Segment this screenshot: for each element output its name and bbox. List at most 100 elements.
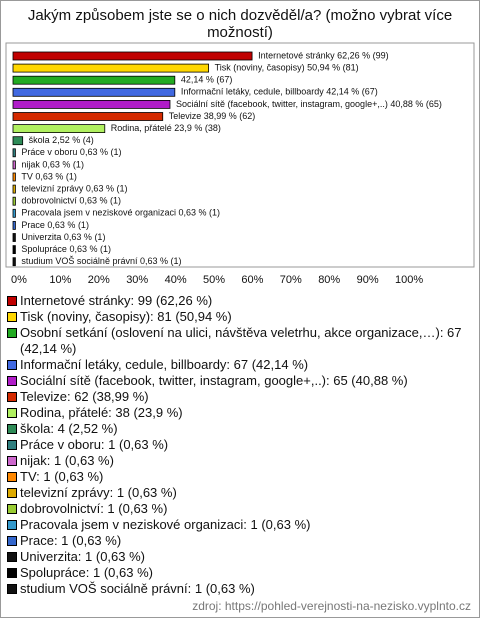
- legend-swatch: [7, 520, 17, 530]
- bar: [12, 220, 16, 230]
- bar: [12, 100, 171, 109]
- bar-label: Televize 38,99 % (62): [169, 111, 256, 121]
- x-tick-label: 30%: [126, 274, 148, 286]
- legend-item: televizní zprávy: 1 (0,63 %): [7, 485, 469, 501]
- bar: [12, 160, 16, 170]
- legend-label: Televize: 62 (38,99 %): [20, 389, 149, 404]
- bar: [12, 208, 16, 218]
- bar-label: TV 0,63 % (1): [21, 171, 77, 181]
- legend-item: Univerzita: 1 (0,63 %): [7, 549, 469, 565]
- legend-swatch: [7, 584, 17, 594]
- legend-label: škola: 4 (2,52 %): [20, 421, 118, 436]
- plot-frame: [5, 42, 475, 268]
- legend-item: Spolupráce: 1 (0,63 %): [7, 565, 469, 581]
- legend-swatch: [7, 296, 17, 306]
- legend-item: Internetové stránky: 99 (62,26 %): [7, 293, 469, 309]
- legend-swatch: [7, 568, 17, 578]
- source: zdroj: https://pohled-verejnosti-na-nezi…: [192, 599, 471, 613]
- bar-label: dobrovolnictví 0,63 % (1): [21, 196, 121, 206]
- bar: [12, 172, 16, 182]
- legend-item: TV: 1 (0,63 %): [7, 469, 469, 485]
- legend-label: Rodina, přátelé: 38 (23,9 %): [20, 405, 183, 420]
- bar-label: nijak 0,63 % (1): [21, 159, 84, 169]
- legend-swatch: [7, 360, 17, 370]
- legend-swatch: [7, 536, 17, 546]
- legend-label: televizní zprávy: 1 (0,63 %): [20, 485, 177, 500]
- bar-label: Rodina, přátelé 23,9 % (38): [111, 123, 221, 133]
- bar: [12, 51, 253, 61]
- legend-label: TV: 1 (0,63 %): [20, 469, 104, 484]
- legend-item: Sociální sítě (facebook, twitter, instag…: [7, 373, 469, 389]
- legend-item: Pracovala jsem v neziskové organizaci: 1…: [7, 517, 469, 533]
- bar: [12, 63, 210, 73]
- bar-label: Tisk (noviny, časopisy) 50,94 % (81): [215, 62, 359, 72]
- bar: [12, 75, 176, 85]
- x-tick-label: 70%: [280, 274, 302, 286]
- legend-label: dobrovolnictví: 1 (0,63 %): [20, 501, 168, 516]
- bar: [12, 196, 16, 206]
- legend-label: Informační letáky, cedule, billboardy: 6…: [20, 357, 309, 372]
- legend-swatch: [7, 408, 17, 418]
- legend-label: Prace: 1 (0,63 %): [20, 533, 122, 548]
- bar-label: televizní zprávy 0,63 % (1): [21, 183, 127, 193]
- bar: [12, 124, 106, 133]
- legend-label: Pracovala jsem v neziskové organizaci: 1…: [20, 517, 311, 532]
- bar: [12, 184, 16, 194]
- bar-label: Informační letáky, cedule, billboardy 42…: [181, 87, 378, 97]
- legend-swatch: [7, 504, 17, 514]
- legend-swatch: [7, 376, 17, 386]
- legend-item: Tisk (noviny, časopisy): 81 (50,94 %): [7, 309, 469, 325]
- legend-swatch: [7, 440, 17, 450]
- bar-label: Pracovala jsem v neziskové organizaci 0,…: [21, 208, 220, 218]
- bar-label: Internetové stránky 62,26 % (99): [258, 50, 389, 60]
- legend-item: Prace: 1 (0,63 %): [7, 533, 469, 549]
- legend-label: Sociální sítě (facebook, twitter, instag…: [20, 373, 408, 388]
- bar: [12, 87, 176, 97]
- bar: [12, 136, 24, 146]
- legend-label: Univerzita: 1 (0,63 %): [20, 549, 145, 564]
- legend-label: Osobní setkání (oslovení na ulici, návšt…: [20, 325, 462, 356]
- bar-label: 42,14 % (67): [181, 75, 233, 85]
- bar: [12, 112, 164, 121]
- x-tick-label: 100%: [395, 274, 423, 286]
- bar: [12, 245, 16, 255]
- x-tick-label: 80%: [318, 274, 340, 286]
- legend-item: škola: 4 (2,52 %): [7, 421, 469, 437]
- legend-item: Informační letáky, cedule, billboardy: 6…: [7, 357, 469, 373]
- bar: [12, 148, 16, 158]
- bar-label: Prace 0,63 % (1): [21, 220, 89, 230]
- legend-label: studium VOŠ sociálně právní: 1 (0,63 %): [20, 581, 255, 596]
- legend-item: Osobní setkání (oslovení na ulici, návšt…: [7, 325, 469, 357]
- bar: [12, 233, 16, 242]
- bar-label: škola 2,52 % (4): [29, 135, 94, 145]
- legend: Internetové stránky: 99 (62,26 %) Tisk (n…: [7, 293, 469, 597]
- legend-label: Internetové stránky: 99 (62,26 %): [20, 293, 213, 308]
- x-tick-label: 50%: [203, 274, 225, 286]
- x-tick-label: 0%: [11, 274, 27, 286]
- legend-item: dobrovolnictví: 1 (0,63 %): [7, 501, 469, 517]
- plot: Internetové stránky 62,26 % (99) Tisk (no…: [5, 42, 475, 286]
- legend-swatch: [7, 328, 17, 338]
- legend-label: Tisk (noviny, časopisy): 81 (50,94 %): [20, 309, 232, 324]
- legend-swatch: [7, 472, 17, 482]
- legend-swatch: [7, 456, 17, 466]
- legend-item: Práce v oboru: 1 (0,63 %): [7, 437, 469, 453]
- bar-label: studium VOŠ sociálně právní 0,63 % (1): [21, 256, 181, 266]
- legend-swatch: [7, 552, 17, 562]
- legend-label: Práce v oboru: 1 (0,63 %): [20, 437, 169, 452]
- legend-label: nijak: 1 (0,63 %): [20, 453, 114, 468]
- legend-swatch: [7, 392, 17, 402]
- legend-swatch: [7, 312, 17, 322]
- bar-label: Univerzita 0,63 % (1): [21, 232, 105, 242]
- x-tick-label: 90%: [357, 274, 379, 286]
- legend-item: studium VOŠ sociálně právní: 1 (0,63 %): [7, 581, 469, 597]
- x-tick-label: 60%: [241, 274, 263, 286]
- x-tick-label: 40%: [165, 274, 187, 286]
- x-tick-label: 10%: [49, 274, 71, 286]
- legend-item: nijak: 1 (0,63 %): [7, 453, 469, 469]
- chart-title: Jakým způsobem jste se o nich dozvěděl/a…: [27, 7, 453, 41]
- legend-swatch: [7, 488, 17, 498]
- bar-label: Sociální sítě (facebook, twitter, instag…: [176, 99, 442, 109]
- legend-label: Spolupráce: 1 (0,63 %): [20, 565, 153, 580]
